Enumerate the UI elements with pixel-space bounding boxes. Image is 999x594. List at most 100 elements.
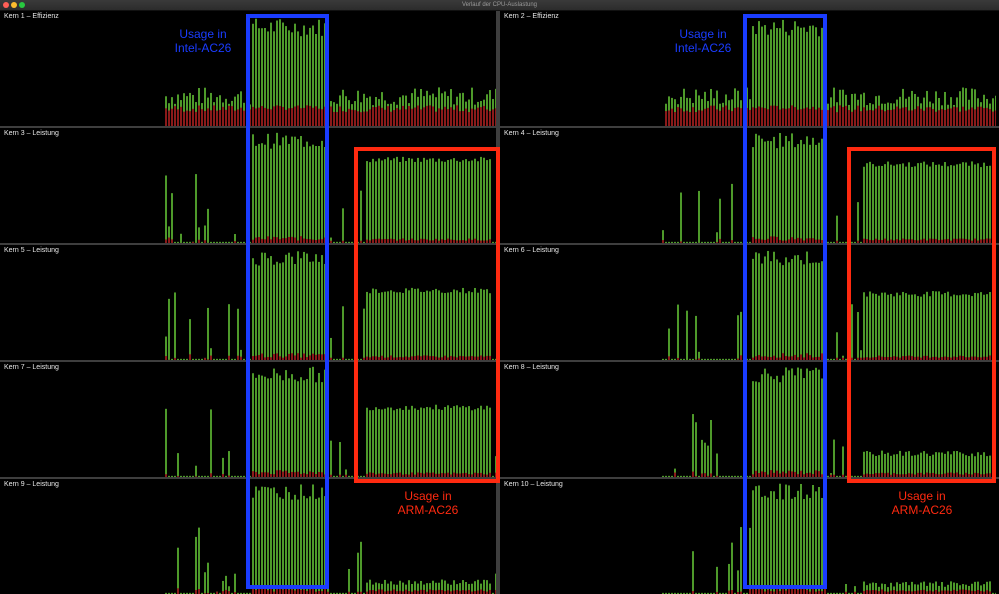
system-load-bar xyxy=(755,589,757,594)
user-load-bar xyxy=(411,287,413,360)
system-load-bar xyxy=(447,472,449,477)
system-load-bar xyxy=(426,239,428,243)
user-load-bar xyxy=(387,407,389,477)
user-load-bar xyxy=(294,494,296,594)
system-load-bar xyxy=(447,238,449,243)
user-load-bar xyxy=(995,475,996,477)
system-load-bar xyxy=(288,108,290,126)
system-load-bar xyxy=(740,355,742,360)
system-load-bar xyxy=(752,237,754,243)
system-load-bar xyxy=(767,109,769,126)
user-load-bar xyxy=(794,21,796,126)
user-load-bar xyxy=(944,586,946,594)
system-load-bar xyxy=(450,355,452,360)
system-load-bar xyxy=(375,474,377,477)
system-load-bar xyxy=(773,355,775,360)
core-8-usage-chart xyxy=(662,367,996,477)
user-load-bar xyxy=(405,160,407,243)
core-panel-6: Kern 6 – Leistung xyxy=(500,245,996,360)
system-load-bar xyxy=(959,474,961,477)
user-load-bar xyxy=(486,160,488,243)
user-load-bar xyxy=(731,183,733,243)
user-load-bar xyxy=(393,584,395,594)
user-load-bar xyxy=(959,295,961,360)
user-load-bar xyxy=(450,584,452,594)
user-load-bar xyxy=(665,592,667,594)
system-load-bar xyxy=(270,587,272,594)
user-load-bar xyxy=(279,263,281,360)
user-load-bar xyxy=(920,162,922,243)
close-window-button[interactable] xyxy=(3,2,9,8)
system-load-bar xyxy=(887,109,889,126)
user-load-bar xyxy=(465,582,467,594)
user-load-bar xyxy=(785,484,787,594)
user-load-bar xyxy=(192,592,194,594)
system-load-bar xyxy=(920,472,922,477)
system-load-bar xyxy=(824,109,826,126)
user-load-bar xyxy=(300,136,302,243)
user-load-bar xyxy=(291,32,293,126)
user-load-bar xyxy=(854,586,856,594)
user-load-bar xyxy=(815,262,817,360)
user-load-bar xyxy=(836,592,838,594)
system-load-bar xyxy=(264,239,266,243)
user-load-bar xyxy=(489,407,491,477)
user-load-bar xyxy=(315,498,317,594)
system-load-bar xyxy=(755,108,757,126)
system-load-bar xyxy=(836,357,838,360)
system-load-bar xyxy=(821,353,823,360)
system-load-bar xyxy=(812,238,814,243)
system-load-bar xyxy=(953,238,955,243)
user-load-bar xyxy=(468,161,470,243)
system-load-bar xyxy=(303,238,305,243)
user-load-bar xyxy=(926,585,928,594)
user-load-bar xyxy=(857,592,859,594)
system-load-bar xyxy=(195,589,197,594)
user-load-bar xyxy=(806,136,808,243)
user-load-bar xyxy=(791,29,793,126)
zoom-window-button[interactable] xyxy=(19,2,25,8)
user-load-bar xyxy=(962,453,964,477)
system-load-bar xyxy=(453,356,455,360)
system-load-bar xyxy=(252,588,254,594)
user-load-bar xyxy=(354,358,356,360)
system-load-bar xyxy=(327,240,329,243)
system-load-bar xyxy=(980,590,982,594)
system-load-bar xyxy=(459,240,461,243)
system-load-bar xyxy=(758,354,760,360)
system-load-bar xyxy=(315,106,317,126)
system-load-bar xyxy=(869,109,871,126)
user-load-bar xyxy=(213,475,215,477)
system-load-bar xyxy=(947,356,949,360)
system-load-bar xyxy=(932,356,934,360)
system-load-bar xyxy=(941,474,943,477)
minimize-window-button[interactable] xyxy=(11,2,17,8)
system-load-bar xyxy=(704,473,706,477)
system-load-bar xyxy=(695,112,697,126)
user-load-bar xyxy=(393,410,395,477)
user-load-bar xyxy=(291,256,293,360)
system-load-bar xyxy=(483,105,485,126)
system-load-bar xyxy=(285,470,287,477)
system-load-bar xyxy=(426,591,428,594)
system-load-bar xyxy=(941,109,943,126)
user-load-bar xyxy=(713,592,715,594)
system-load-bar xyxy=(372,472,374,477)
user-load-bar xyxy=(728,563,730,594)
user-load-bar xyxy=(495,573,496,594)
system-load-bar xyxy=(929,473,931,477)
system-load-bar xyxy=(390,111,392,126)
user-load-bar xyxy=(402,582,404,594)
user-load-bar xyxy=(225,358,227,360)
user-load-bar xyxy=(842,592,844,594)
user-load-bar xyxy=(872,454,874,477)
user-load-bar xyxy=(809,263,811,360)
user-load-bar xyxy=(764,25,766,126)
user-load-bar xyxy=(282,262,284,360)
user-load-bar xyxy=(899,164,901,243)
user-load-bar xyxy=(468,406,470,477)
system-load-bar xyxy=(276,105,278,126)
user-load-bar xyxy=(456,584,458,594)
user-load-bar xyxy=(722,592,724,594)
user-load-bar xyxy=(423,408,425,477)
